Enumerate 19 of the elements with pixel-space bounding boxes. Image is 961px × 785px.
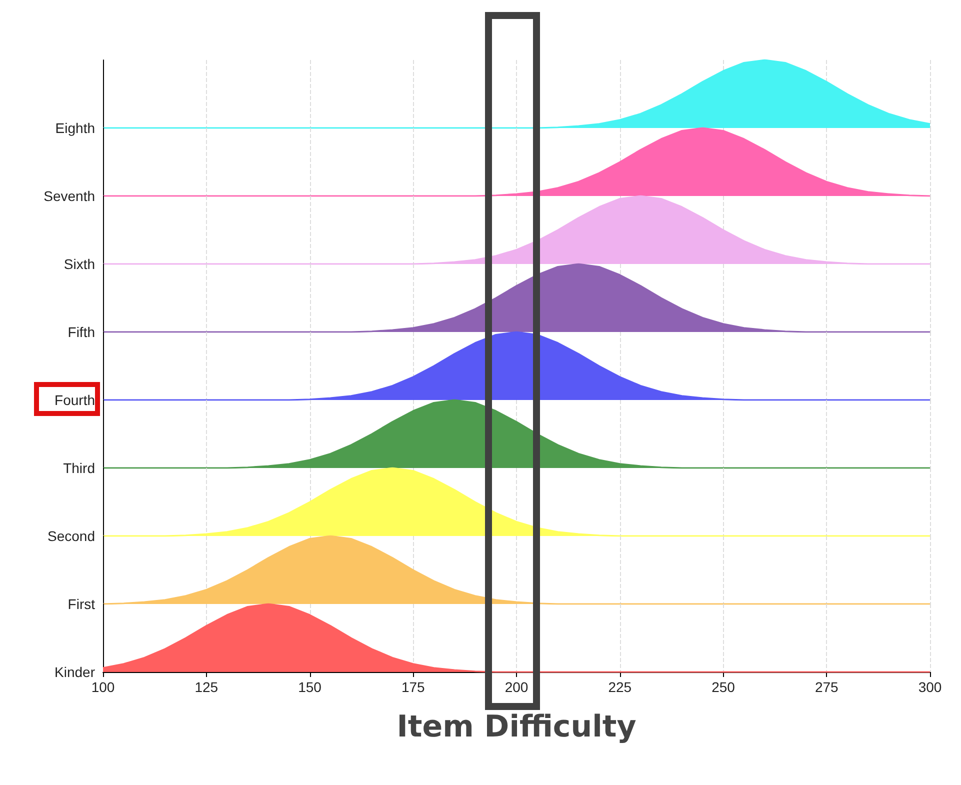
x-tick-label: 100	[91, 679, 115, 695]
y-axis-title: Seventh	[44, 188, 95, 204]
y-axis-title: Fifth	[68, 324, 95, 340]
x-tick-label: 300	[918, 679, 942, 695]
x-tick-label: 200	[504, 679, 528, 695]
y-axis-title: Kinder	[54, 664, 96, 680]
y-axis-title: Sixth	[64, 256, 95, 272]
x-axis-title: Item Difficulty	[396, 710, 637, 744]
x-tick-label: 175	[401, 679, 426, 695]
y-axis-title: Eighth	[55, 120, 95, 136]
x-tick-label: 225	[608, 679, 632, 695]
y-axis-title: First	[68, 596, 96, 612]
x-tick-label: 250	[712, 679, 736, 695]
x-tick-label: 150	[298, 679, 322, 695]
y-axis-title: Third	[63, 460, 95, 476]
x-tick-label: 275	[814, 679, 839, 695]
x-tick-label: 125	[194, 679, 218, 695]
y-axis-title: Second	[48, 528, 95, 544]
y-axis-title: Fourth	[54, 392, 95, 408]
